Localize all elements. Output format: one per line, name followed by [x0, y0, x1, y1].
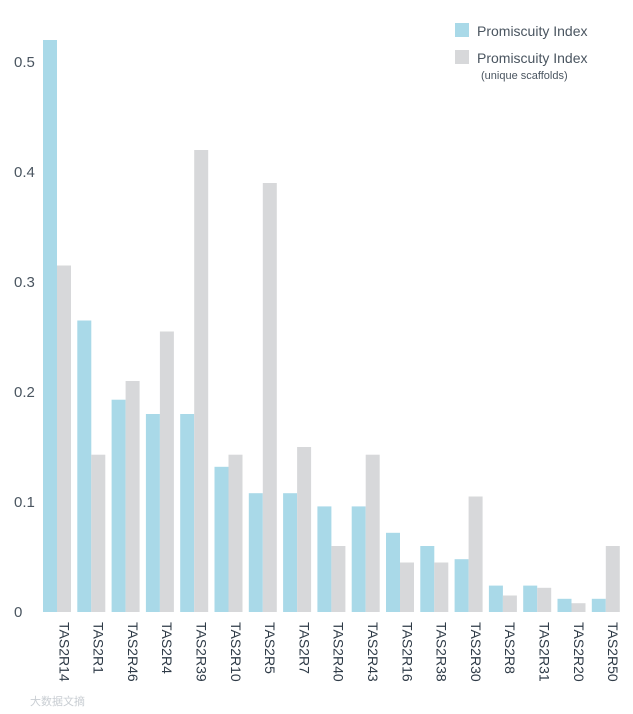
- x-tick-label: TAS2R46: [125, 622, 141, 682]
- bar-promiscuity-index: [488, 585, 503, 612]
- bar-promiscuity-index: [180, 414, 195, 612]
- bar-promiscuity-index-unique: [91, 454, 106, 612]
- bar-promiscuity-index: [420, 546, 435, 612]
- bar-promiscuity-index-unique: [468, 496, 483, 612]
- x-tick-label: TAS2R31: [536, 622, 552, 682]
- x-tick-label: TAS2R39: [193, 622, 209, 682]
- y-tick-label: 0.1: [14, 494, 35, 511]
- y-tick-label: 0.3: [14, 274, 35, 291]
- bar-promiscuity-index: [351, 506, 366, 612]
- y-axis: 0 0.1 0.2 0.3 0.4 0.5: [14, 54, 35, 621]
- legend-sublabel-unique-scaffolds: (unique scaffolds): [481, 70, 568, 82]
- x-tick-label: TAS2R4: [159, 622, 175, 674]
- bar-promiscuity-index: [214, 466, 229, 612]
- bar-promiscuity-index: [43, 40, 57, 612]
- bar-promiscuity-index-unique: [502, 595, 517, 612]
- x-tick-label: TAS2R30: [468, 622, 484, 682]
- x-tick-label: TAS2R16: [399, 622, 415, 682]
- bar-promiscuity-index: [523, 585, 538, 612]
- bar-promiscuity-index: [111, 399, 126, 612]
- x-tick-label: TAS2R8: [502, 622, 518, 674]
- bar-promiscuity-index: [557, 598, 572, 612]
- y-tick-label: 0.2: [14, 384, 35, 401]
- bar-promiscuity-index-unique: [194, 150, 209, 612]
- bar-promiscuity-index: [77, 320, 92, 612]
- x-tick-label: TAS2R43: [365, 622, 381, 682]
- bars: [43, 40, 620, 612]
- x-tick-label: TAS2R20: [571, 622, 587, 682]
- x-tick-label: TAS2R50: [605, 622, 621, 682]
- bar-promiscuity-index-unique: [331, 546, 346, 612]
- x-tick-label: TAS2R1: [91, 622, 107, 674]
- bar-promiscuity-index: [454, 559, 469, 612]
- bar-promiscuity-index-unique: [400, 562, 414, 612]
- bar-promiscuity-index-unique: [262, 183, 277, 612]
- x-tick-label: TAS2R7: [296, 622, 312, 674]
- legend-label-promiscuity-index: Promiscuity Index: [477, 23, 587, 39]
- bar-promiscuity-index: [248, 493, 263, 612]
- bar-promiscuity-index-unique: [57, 265, 71, 612]
- bar-promiscuity-index-unique: [605, 546, 620, 612]
- bar-promiscuity-index-unique: [571, 603, 586, 612]
- x-tick-label: TAS2R5: [262, 622, 278, 674]
- bar-promiscuity-index: [386, 532, 400, 612]
- bar-promiscuity-index-unique: [434, 562, 449, 612]
- x-tick-label: TAS2R14: [56, 622, 72, 682]
- x-tick-label: TAS2R38: [434, 622, 450, 682]
- legend: Promiscuity Index Promiscuity Index (uni…: [455, 23, 587, 82]
- y-tick-label: 0.5: [14, 54, 35, 71]
- legend-swatch-promiscuity-index-unique: [455, 50, 469, 64]
- legend-label-promiscuity-index-unique: Promiscuity Index: [477, 50, 587, 66]
- bar-promiscuity-index-unique: [125, 381, 140, 612]
- bar-promiscuity-index-unique: [365, 454, 380, 612]
- bar-promiscuity-index-unique: [228, 454, 243, 612]
- y-tick-label: 0.4: [14, 164, 35, 181]
- bar-promiscuity-index: [145, 414, 160, 612]
- x-tick-label: TAS2R10: [228, 622, 244, 682]
- x-tick-label: TAS2R40: [331, 622, 347, 682]
- watermark-text: 大数据文摘: [30, 694, 85, 708]
- bar-promiscuity-index: [283, 493, 298, 612]
- y-tick-label: 0: [14, 604, 22, 621]
- bar-promiscuity-index-unique: [159, 331, 174, 612]
- x-axis: TAS2R14 TAS2R1 TAS2R46 TAS2R4 TAS2R39 TAS2R10…: [56, 622, 621, 682]
- bar-promiscuity-index-unique: [297, 447, 312, 612]
- bar-promiscuity-index-unique: [537, 587, 552, 612]
- bar-promiscuity-index: [591, 598, 606, 612]
- legend-swatch-promiscuity-index: [455, 23, 469, 37]
- bar-promiscuity-index: [317, 506, 332, 612]
